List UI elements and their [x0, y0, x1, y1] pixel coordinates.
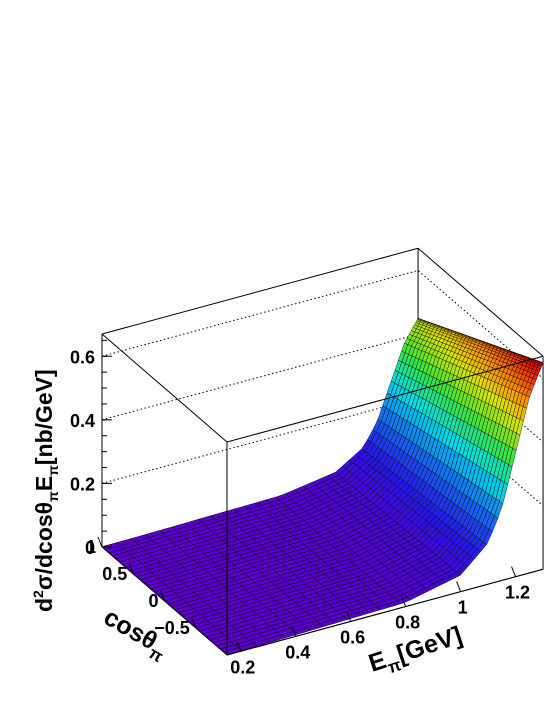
y-tick-mark	[97, 536, 103, 548]
z-tick-label: 0	[85, 538, 95, 558]
y-tick-mark	[160, 590, 165, 602]
x-tick-label: 1	[458, 598, 468, 618]
x-axis-line	[226, 568, 544, 656]
axes: 0 0.2 0.4 0.6 1 0.5 0 −0.5 0.2 0.4 0.6 0.8 1 1.2	[70, 334, 544, 677]
grid-line	[101, 333, 544, 443]
grid-line	[101, 269, 544, 379]
y-tick-label: −0.5	[154, 618, 190, 638]
surface-mesh	[101, 317, 544, 656]
x-tick-label: 0.4	[285, 642, 310, 662]
x-tick-label: 0.8	[395, 613, 420, 633]
z-axis-label: d2σ/dcosθπEπ[nb/GeV]	[30, 369, 61, 612]
x-tick-mark	[456, 581, 462, 592]
y-tick-mark	[191, 617, 197, 629]
box-front-edge	[417, 247, 544, 357]
z-tick-label: 0.6	[70, 347, 95, 367]
x-tick-label: 0.6	[340, 627, 365, 647]
x-tick-mark	[291, 626, 297, 637]
box-front-edge	[101, 333, 228, 443]
x-tick-mark	[346, 611, 352, 622]
y-tick-mark	[128, 563, 134, 575]
box-front-edge	[226, 355, 544, 443]
y-tick-label: 0.5	[102, 564, 127, 584]
grid-lines	[101, 269, 544, 507]
z-tick-label: 0.4	[70, 411, 95, 431]
y-tick-label: 0	[148, 591, 158, 611]
x-tick-mark	[401, 596, 407, 607]
x-tick-label: 1.2	[505, 583, 530, 603]
x-tick-mark	[236, 641, 242, 652]
y-tick-label: 1	[86, 537, 96, 557]
z-tick-label: 0.2	[70, 474, 95, 494]
box-back-edge	[101, 247, 419, 335]
grid-line	[101, 397, 544, 507]
x-tick-mark	[511, 566, 517, 577]
x-tick-label: 0.2	[230, 657, 255, 677]
